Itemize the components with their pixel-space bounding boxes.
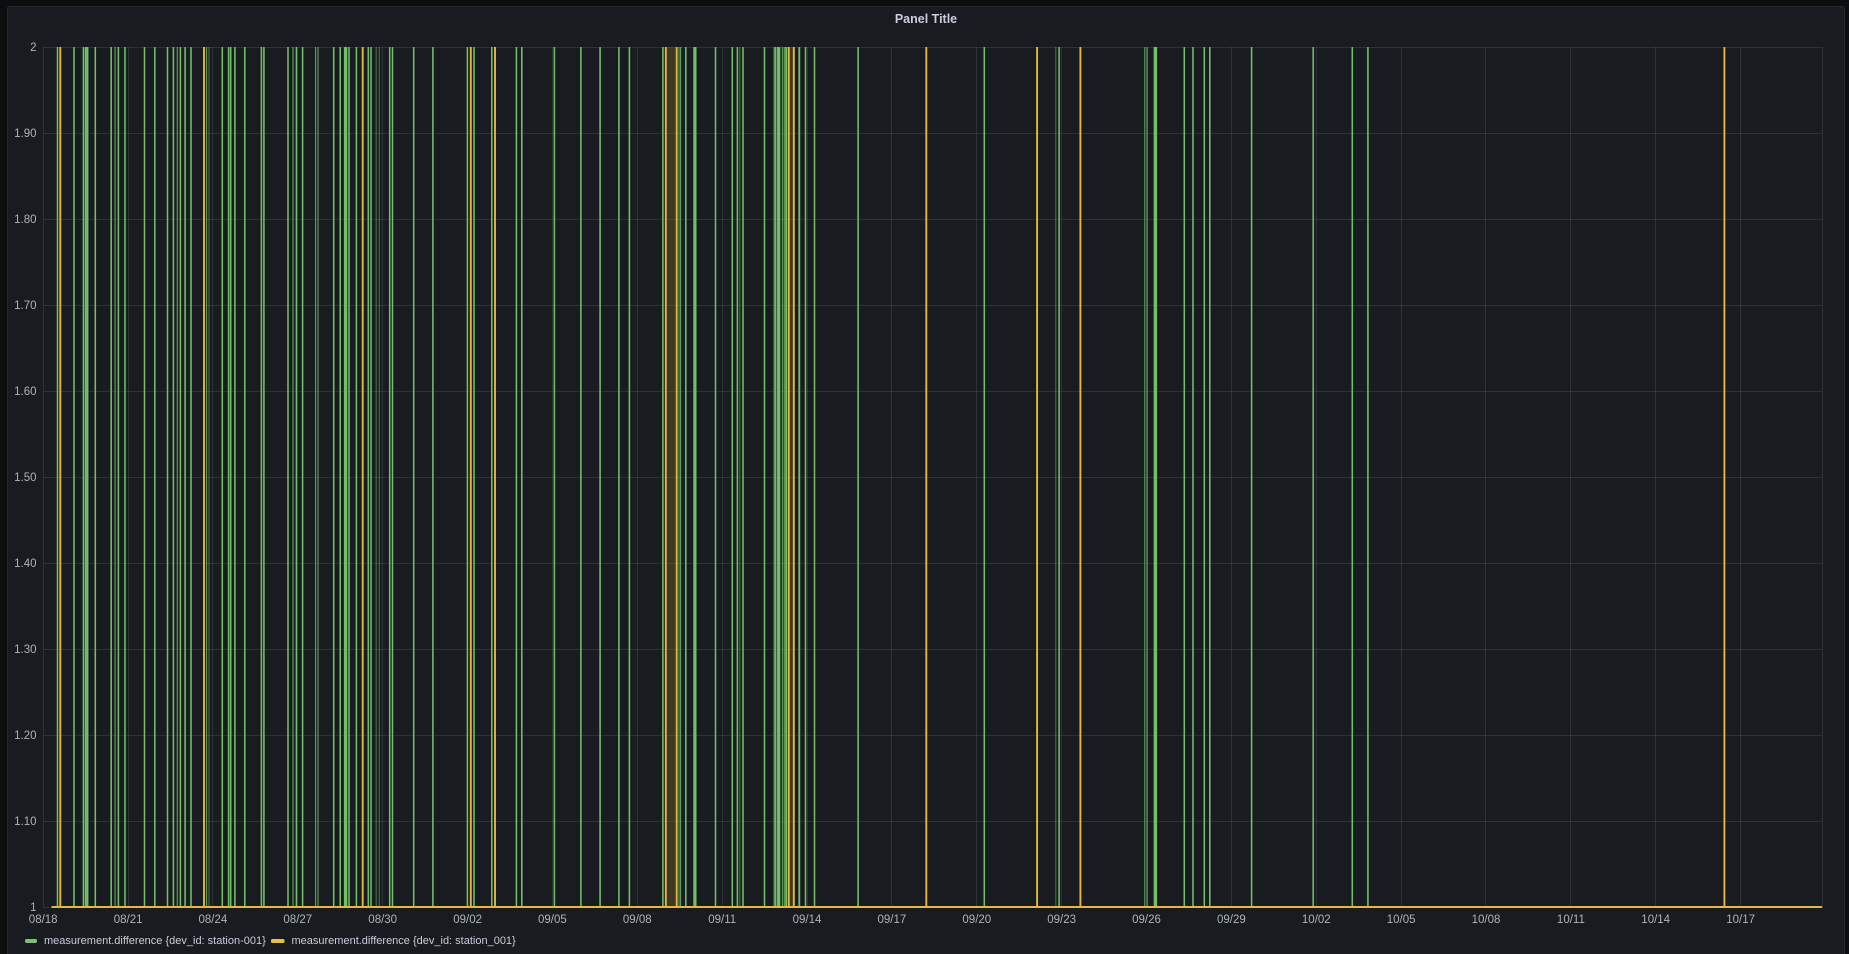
svg-text:09/23: 09/23 <box>1047 914 1076 926</box>
svg-text:09/17: 09/17 <box>878 914 907 926</box>
svg-text:1: 1 <box>30 902 36 914</box>
svg-text:1.10: 1.10 <box>14 816 36 828</box>
svg-text:10/14: 10/14 <box>1641 914 1670 926</box>
svg-text:1.80: 1.80 <box>14 214 36 226</box>
svg-text:10/08: 10/08 <box>1472 914 1501 926</box>
svg-text:09/14: 09/14 <box>793 914 822 926</box>
svg-text:10/11: 10/11 <box>1557 914 1585 926</box>
svg-text:08/21: 08/21 <box>114 914 143 926</box>
svg-text:08/27: 08/27 <box>283 914 312 926</box>
svg-text:09/20: 09/20 <box>962 914 991 926</box>
svg-text:1.60: 1.60 <box>14 386 36 398</box>
svg-text:09/08: 09/08 <box>623 914 652 926</box>
svg-text:1.50: 1.50 <box>14 472 36 484</box>
svg-text:1.40: 1.40 <box>14 558 36 570</box>
svg-text:2: 2 <box>30 42 36 54</box>
svg-text:1.90: 1.90 <box>14 128 36 140</box>
svg-text:measurement.difference {dev_id: measurement.difference {dev_id: station-… <box>44 935 266 947</box>
svg-text:08/30: 08/30 <box>368 914 397 926</box>
svg-text:08/18: 08/18 <box>29 914 58 926</box>
svg-text:1.70: 1.70 <box>14 300 36 312</box>
svg-text:1.20: 1.20 <box>14 730 36 742</box>
svg-text:1.30: 1.30 <box>14 644 36 656</box>
svg-text:10/17: 10/17 <box>1726 914 1755 926</box>
svg-text:09/26: 09/26 <box>1132 914 1161 926</box>
svg-text:09/29: 09/29 <box>1217 914 1246 926</box>
svg-text:09/05: 09/05 <box>538 914 567 926</box>
svg-text:10/05: 10/05 <box>1387 914 1416 926</box>
svg-text:09/02: 09/02 <box>453 914 482 926</box>
svg-text:08/24: 08/24 <box>199 914 228 926</box>
svg-text:measurement.difference {dev_id: measurement.difference {dev_id: station_… <box>292 935 517 947</box>
svg-text:10/02: 10/02 <box>1302 914 1331 926</box>
svg-text:Panel Title: Panel Title <box>895 12 957 26</box>
svg-text:09/11: 09/11 <box>708 914 736 926</box>
